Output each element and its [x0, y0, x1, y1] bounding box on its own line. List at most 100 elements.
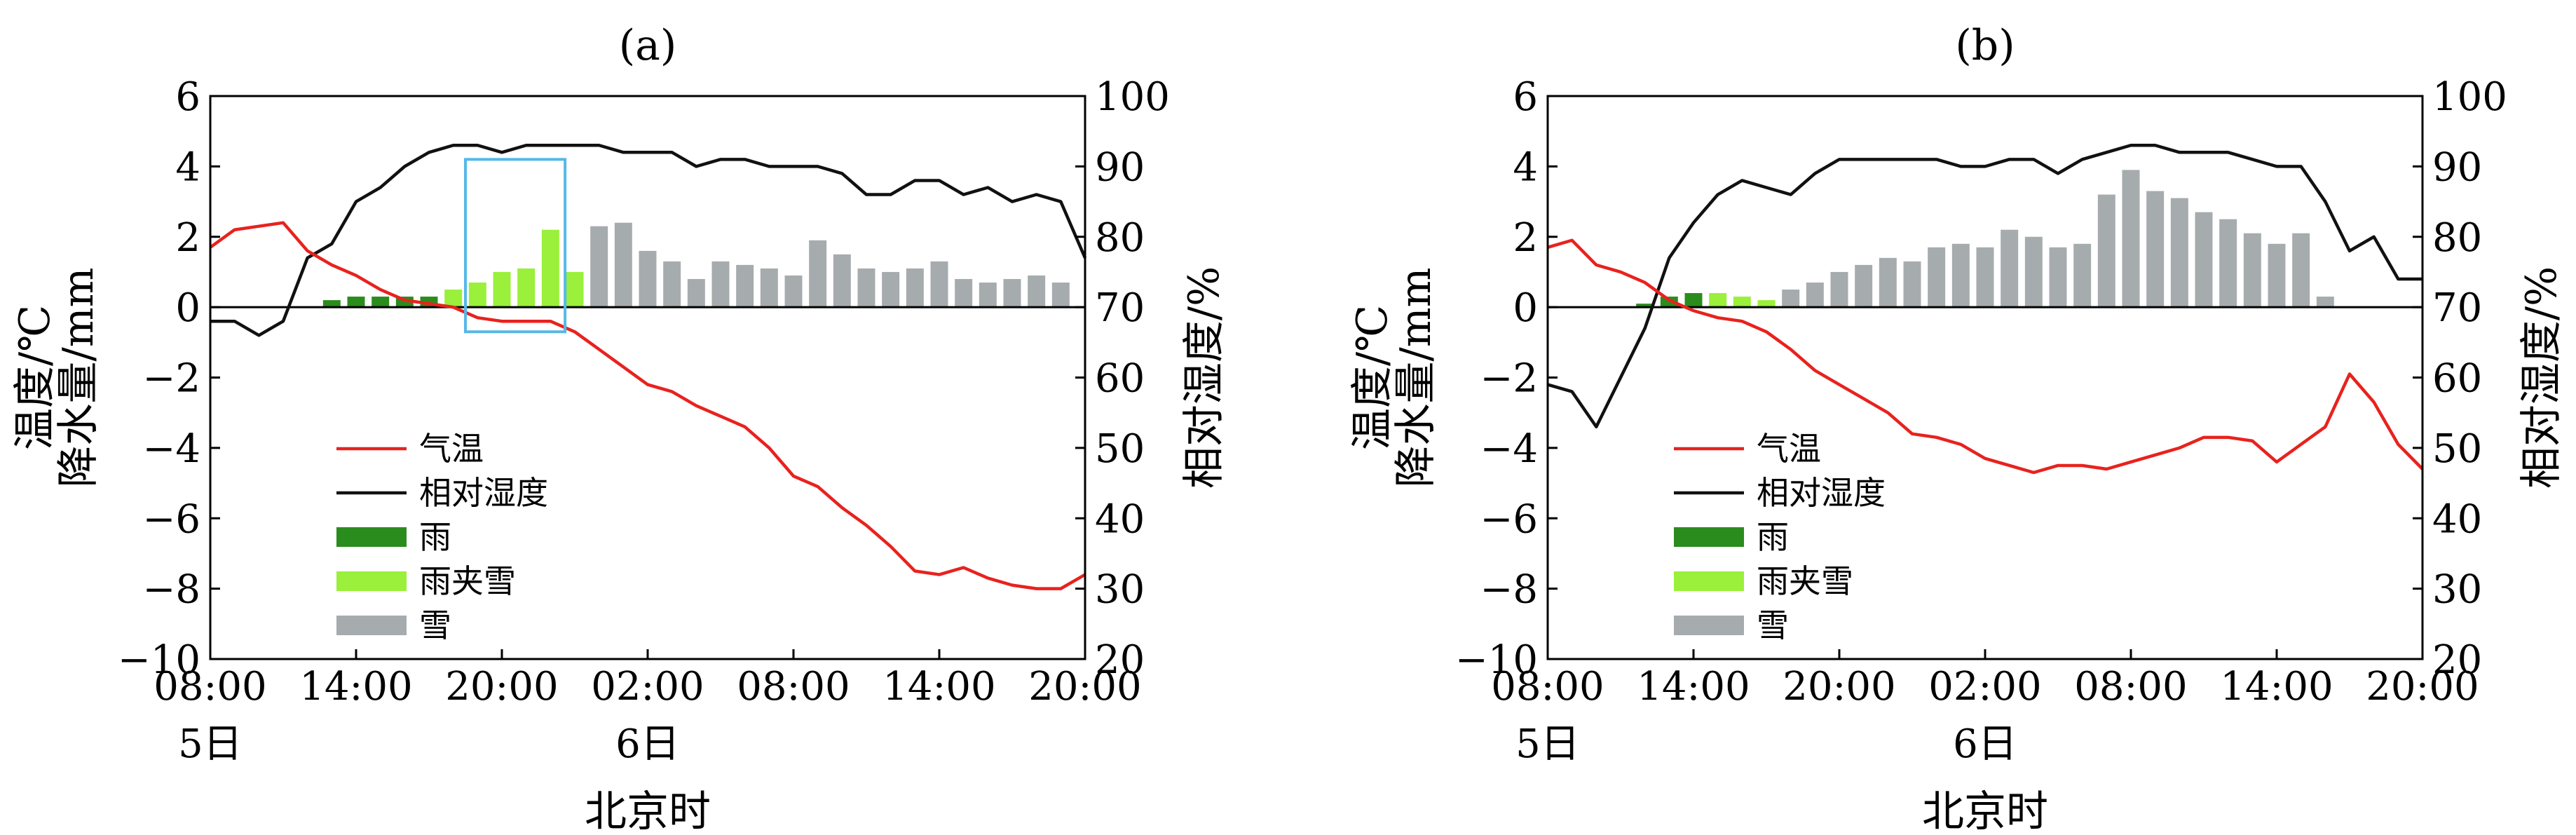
- precip-bar-snow: [2292, 233, 2310, 308]
- left-tick-label: −4: [142, 426, 200, 472]
- legend-label: 雪: [1757, 606, 1789, 644]
- right-tick-label: 20: [1095, 637, 1145, 683]
- y-axis-label-humidity: 相对湿度/%: [2517, 266, 2566, 489]
- legend-label: 雨夹雪: [1757, 562, 1853, 600]
- right-tick-label: 40: [2432, 496, 2482, 542]
- left-tick-label: 4: [1513, 144, 1538, 190]
- right-tick-label: 80: [1095, 215, 1145, 261]
- precip-bar-rain: [1660, 297, 1678, 308]
- left-tick-label: 6: [175, 74, 200, 120]
- precip-bar-snow: [930, 261, 948, 308]
- precip-bar-snow: [2097, 194, 2115, 308]
- legend-label: 气温: [1757, 430, 1821, 468]
- precip-bar-snow: [1855, 264, 1873, 308]
- x-tick-label: 02:00: [1928, 664, 2041, 710]
- precip-bar-snow: [2243, 233, 2261, 308]
- x-tick-label: 14:00: [299, 664, 412, 710]
- x-tick-label: 08:00: [737, 664, 850, 710]
- precip-bar-snow: [687, 278, 705, 308]
- right-tick-label: 100: [2432, 74, 2507, 120]
- y-axis-label-precip: 降水量/mm: [1391, 267, 1440, 487]
- x-tick-label: 08:00: [2074, 664, 2187, 710]
- chart-title: (a): [619, 21, 677, 70]
- precip-bar-rain: [372, 297, 390, 308]
- left-tick-label: −8: [1480, 567, 1538, 613]
- precip-bar-snow: [1782, 290, 1800, 308]
- left-tick-label: −6: [142, 496, 200, 542]
- chart-title: (b): [1955, 21, 2015, 70]
- legend-label: 雨: [1757, 518, 1789, 556]
- precip-bar-snow: [857, 268, 875, 308]
- left-tick-label: 0: [1513, 285, 1538, 331]
- precip-bar-sleet: [1757, 300, 1776, 308]
- precip-bar-snow: [590, 226, 608, 308]
- y-axis-label-precip: 降水量/mm: [54, 267, 103, 487]
- legend-swatch-patch: [1674, 571, 1744, 591]
- y-axis-label-humidity: 相对湿度/%: [1180, 266, 1229, 489]
- precip-bar-rain: [1684, 293, 1703, 308]
- legend-swatch-patch: [336, 527, 407, 547]
- x-tick-label: 20:00: [1028, 664, 1141, 710]
- x-tick-label: 14:00: [2220, 664, 2333, 710]
- right-tick-label: 50: [1095, 426, 1145, 472]
- left-tick-label: −2: [1480, 356, 1538, 402]
- precip-bar-snow: [955, 278, 973, 308]
- precip-bar-snow: [1830, 271, 1848, 308]
- precip-bar-snow: [1903, 261, 1921, 308]
- precip-bar-snow: [1806, 282, 1824, 308]
- right-tick-label: 30: [2432, 567, 2482, 613]
- right-tick-label: 40: [1095, 496, 1145, 542]
- left-tick-label: −10: [1455, 637, 1538, 683]
- precip-bar-snow: [614, 222, 632, 308]
- temperature-line: [1547, 238, 2424, 475]
- left-tick-label: −8: [142, 567, 200, 613]
- precip-bar-snow: [2049, 247, 2067, 308]
- x-tick-label: 14:00: [1637, 664, 1750, 710]
- legend-swatch-patch: [1674, 616, 1744, 635]
- precip-bar-sleet: [444, 290, 463, 308]
- x-tick-label: 20:00: [1783, 664, 1895, 710]
- legend-swatch-patch: [336, 571, 407, 591]
- humidity-line: [1547, 144, 2422, 429]
- precip-bar-snow: [784, 275, 803, 308]
- legend-label: 相对湿度: [419, 474, 548, 512]
- chart-panel-a: (a) −10 −8 −6 −4 −2 0 2 4 6 20 30 40 50 60 70 80 90 100 08:…: [11, 21, 1229, 835]
- precip-bar-sleet: [541, 229, 559, 308]
- legend-swatch-patch: [1674, 527, 1744, 547]
- precip-bar-rain: [1636, 304, 1654, 308]
- precip-bar-snow: [2146, 191, 2165, 308]
- legend-label: 雪: [419, 606, 451, 644]
- left-tick-label: −2: [142, 356, 200, 402]
- date-label: 5日: [178, 721, 243, 767]
- left-tick-label: −10: [118, 637, 200, 683]
- precip-bar-snow: [760, 268, 778, 308]
- precip-bar-snow: [979, 282, 997, 308]
- precip-bar-snow: [1928, 247, 1946, 308]
- precip-bar-snow: [639, 250, 657, 308]
- humidity-line: [210, 144, 1087, 337]
- precip-bar-snow: [2195, 212, 2213, 308]
- x-tick-label: 08:00: [1491, 664, 1604, 710]
- left-tick-label: 4: [175, 144, 200, 190]
- precip-bar-snow: [711, 261, 730, 308]
- precip-bar-snow: [1003, 278, 1021, 308]
- x-axis-label: 北京时: [585, 787, 711, 831]
- precip-bar-snow: [2001, 229, 2019, 308]
- left-tick-label: 0: [175, 285, 200, 331]
- x-tick-label: 14:00: [882, 664, 995, 710]
- precip-bar-snow: [1951, 243, 1970, 308]
- left-tick-label: −6: [1480, 496, 1538, 542]
- precip-bar-sleet: [517, 268, 536, 308]
- x-tick-label: 02:00: [591, 664, 704, 710]
- precip-bar-snow: [809, 240, 827, 308]
- legend-label: 雨夹雪: [419, 562, 516, 600]
- chart-panel-b: (b) −10 −8 −6 −4 −2 0 2 4 6 20 30 40 50 60 70 80 90 100 08:…: [1348, 21, 2566, 835]
- left-tick-label: 6: [1513, 74, 1538, 120]
- precip-bar-sleet: [1709, 293, 1727, 308]
- right-tick-label: 90: [1095, 144, 1145, 190]
- precip-bar-sleet: [566, 271, 584, 308]
- date-label: 5日: [1515, 721, 1580, 767]
- right-tick-label: 100: [1095, 74, 1170, 120]
